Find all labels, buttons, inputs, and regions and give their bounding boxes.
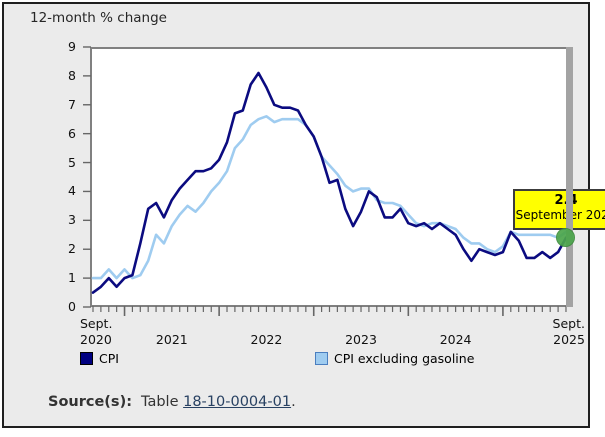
chart-title: 12-month % change: [30, 10, 167, 26]
legend-item-cpi-excluding-gasoline: CPI excluding gasoline: [315, 351, 474, 366]
y-axis-label-7: 7: [68, 96, 76, 112]
y-axis-label-3: 3: [68, 212, 76, 228]
x-axis-label-sept-2020: Sept. 2020: [80, 316, 113, 347]
y-axis-label-5: 5: [68, 154, 76, 170]
highlighted-point-marker[interactable]: [556, 228, 576, 248]
plot-area[interactable]: [90, 47, 573, 307]
y-axis-label-2: 2: [68, 241, 76, 257]
y-axis-label-0: 0: [68, 299, 76, 314]
x-axis-label-2024: 2024: [439, 332, 472, 347]
y-axis-label-1: 1: [68, 270, 76, 286]
x-axis-label-2021: 2021: [155, 332, 188, 347]
tooltip-value: 2.4: [515, 193, 605, 208]
legend-item-cpi: CPI: [80, 351, 119, 366]
tooltip-label: September 2025: [515, 208, 605, 222]
source-line: Source(s): Table 18-10-0004-01.: [48, 394, 296, 410]
cpi-excluding-gasoline-legend-swatch: [315, 352, 328, 365]
y-axis-label-8: 8: [68, 67, 76, 83]
series-line-cpi: [91, 71, 568, 294]
crosshair-band: [566, 47, 573, 307]
y-axis-label-4: 4: [68, 183, 76, 199]
hover-tooltip: 2.4 September 2025: [513, 189, 605, 230]
cpi-legend-swatch: [80, 352, 93, 365]
source-suffix: .: [291, 394, 296, 410]
source-text: Table: [141, 394, 179, 410]
x-axis-label-2022: 2022: [250, 332, 283, 347]
y-axis-label-9: 9: [68, 38, 76, 54]
y-axis-label-6: 6: [68, 125, 76, 141]
x-axis-label-sept-2025: Sept. 2025: [552, 316, 585, 347]
cpi-excluding-gasoline-legend-label: CPI excluding gasoline: [334, 351, 475, 366]
source-table-link[interactable]: 18-10-0004-01: [183, 394, 292, 410]
source-prefix: Source(s):: [48, 394, 132, 410]
series-line-cpi-excluding-gasoline: [91, 115, 568, 280]
x-axis-label-2023: 2023: [345, 332, 377, 347]
cpi-legend-label: CPI: [99, 351, 119, 366]
